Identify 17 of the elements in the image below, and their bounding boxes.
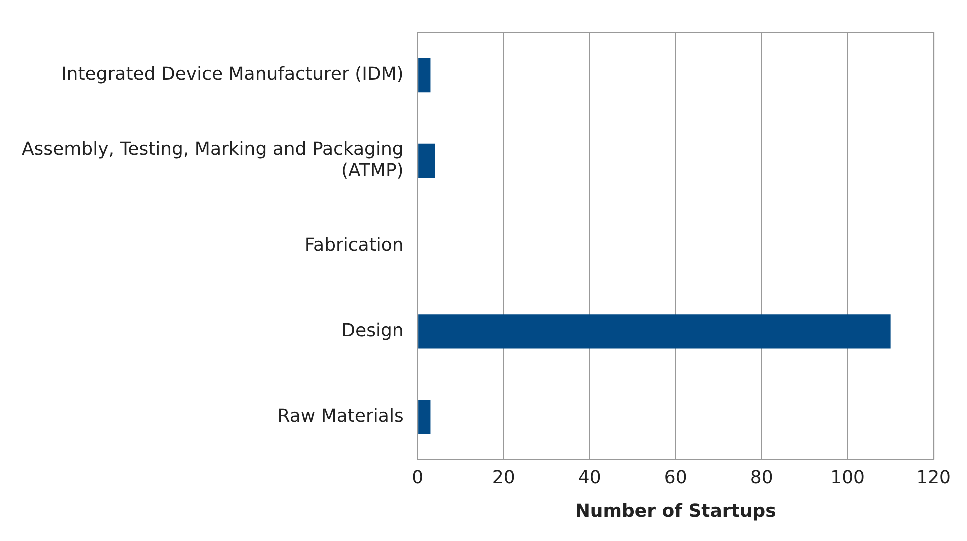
bar [418, 144, 436, 178]
x-axis-title: Number of Startups [575, 500, 776, 522]
y-tick-label: Assembly, Testing, Marking and Packaging (ATMP) [22, 138, 404, 182]
bar [418, 314, 891, 349]
x-tick-label: 40 [578, 467, 602, 488]
bar [418, 400, 431, 434]
x-tick-label: 100 [830, 467, 865, 488]
x-tick-label: 120 [916, 467, 951, 488]
bar [418, 58, 431, 93]
x-tick-label: 0 [412, 467, 424, 488]
x-tick-label: 60 [664, 467, 688, 488]
x-tick-label: 20 [492, 467, 516, 488]
y-tick-label: Raw Materials [278, 406, 404, 427]
x-tick-label: 80 [750, 467, 774, 488]
y-tick-label: Fabrication [304, 234, 404, 256]
y-tick-label: Integrated Device Manufacturer (IDM) [61, 64, 404, 86]
y-tick-label: Design [342, 320, 404, 342]
